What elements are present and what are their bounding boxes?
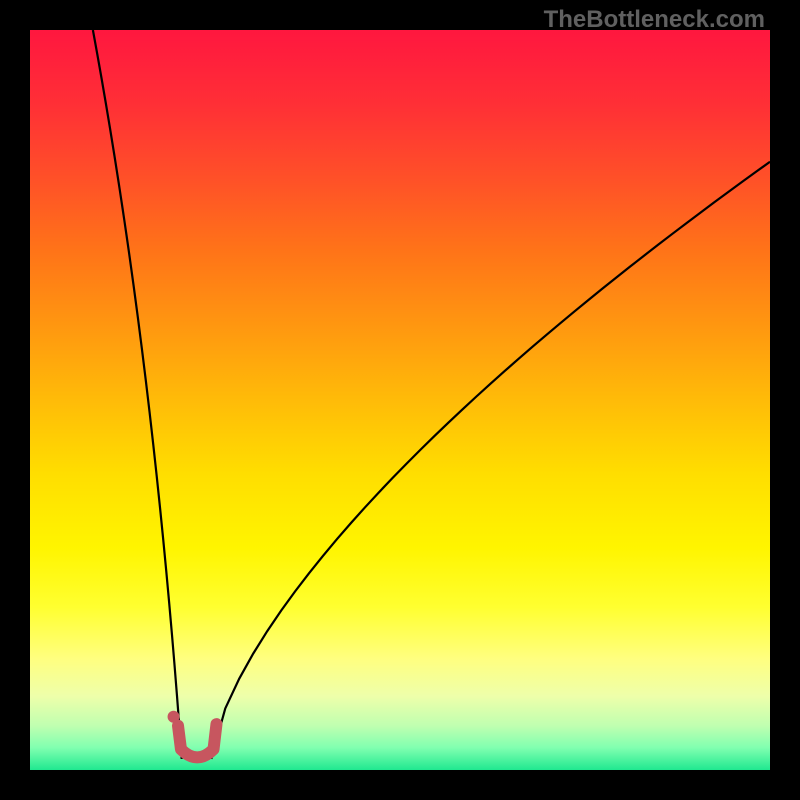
bottleneck-curve (93, 30, 770, 759)
plot-area (30, 30, 770, 770)
frame-bottom (0, 770, 800, 800)
chart-svg (30, 30, 770, 770)
watermark-text: TheBottleneck.com (544, 6, 765, 34)
frame-left (0, 0, 30, 800)
vertex-marker (168, 711, 217, 758)
frame-right (770, 0, 800, 800)
